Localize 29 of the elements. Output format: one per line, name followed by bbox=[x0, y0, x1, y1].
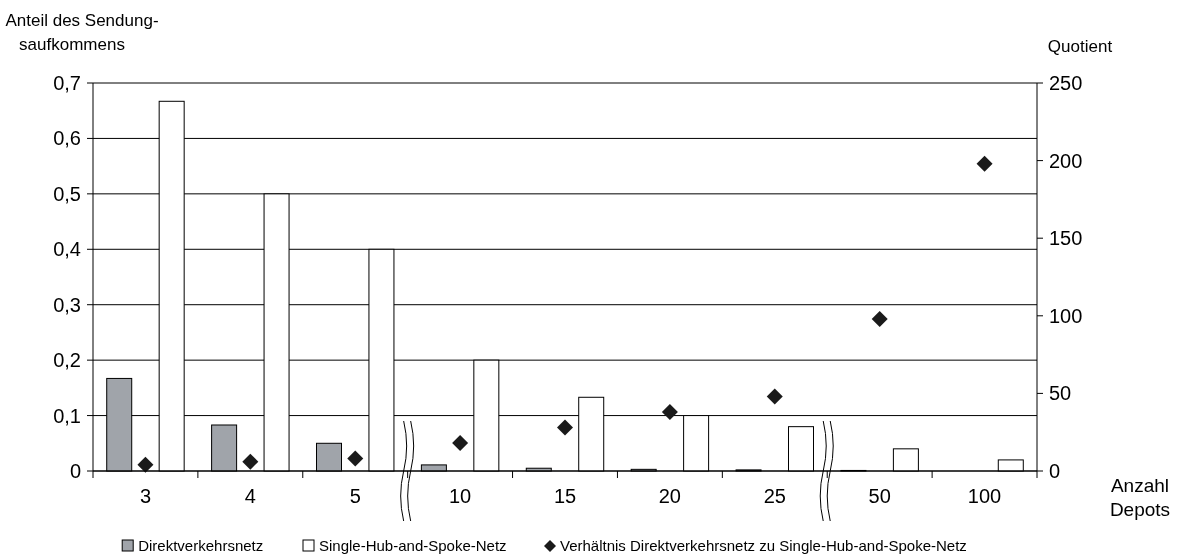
x-tick-label: 25 bbox=[763, 485, 786, 507]
y-tick-label: 0,2 bbox=[53, 349, 81, 372]
legend-label: Single-Hub-and-Spoke-Netz bbox=[319, 537, 507, 554]
y2-tick-label: 150 bbox=[1049, 227, 1083, 250]
x-tick-label: 4 bbox=[244, 485, 256, 507]
y-tick-label: 0 bbox=[69, 460, 81, 482]
x-tick-label: 20 bbox=[658, 485, 682, 507]
x-tick-label: 50 bbox=[868, 485, 891, 507]
legend-label: Verhältnis Direktverkehrsnetz zu Single-Hub-and-Spoke-Netz bbox=[560, 537, 967, 554]
x-tick-label: 5 bbox=[349, 485, 361, 507]
legend-label: Direktverkehrsnetz bbox=[138, 537, 264, 554]
x-tick-label: 100 bbox=[967, 485, 1002, 507]
y2-tick-label: 100 bbox=[1049, 304, 1083, 327]
y-tick-label: 0,3 bbox=[53, 293, 81, 316]
x-tick-label: 3 bbox=[139, 485, 152, 507]
x-tick-label: 15 bbox=[553, 485, 577, 507]
y-tick-label: 0,7 bbox=[53, 72, 81, 94]
y-tick-label: 0,6 bbox=[53, 127, 81, 150]
y-tick-label: 0,5 bbox=[53, 182, 81, 205]
y-tick-label: 0,4 bbox=[53, 238, 81, 261]
x-tick-label: 10 bbox=[448, 485, 472, 507]
y2-tick-label: 200 bbox=[1049, 149, 1083, 172]
y2-tick-label: 250 bbox=[1049, 72, 1083, 94]
y2-tick-label: 0 bbox=[1049, 460, 1061, 482]
y2-axis-title: Quotient bbox=[1047, 37, 1113, 56]
x-axis-title: Anzahl Depots bbox=[1109, 475, 1171, 520]
y2-tick-label: 50 bbox=[1049, 382, 1072, 405]
y-axis-title: Anteil des Sendung- saufkommens bbox=[5, 11, 159, 54]
y-tick-label: 0,1 bbox=[53, 404, 81, 427]
